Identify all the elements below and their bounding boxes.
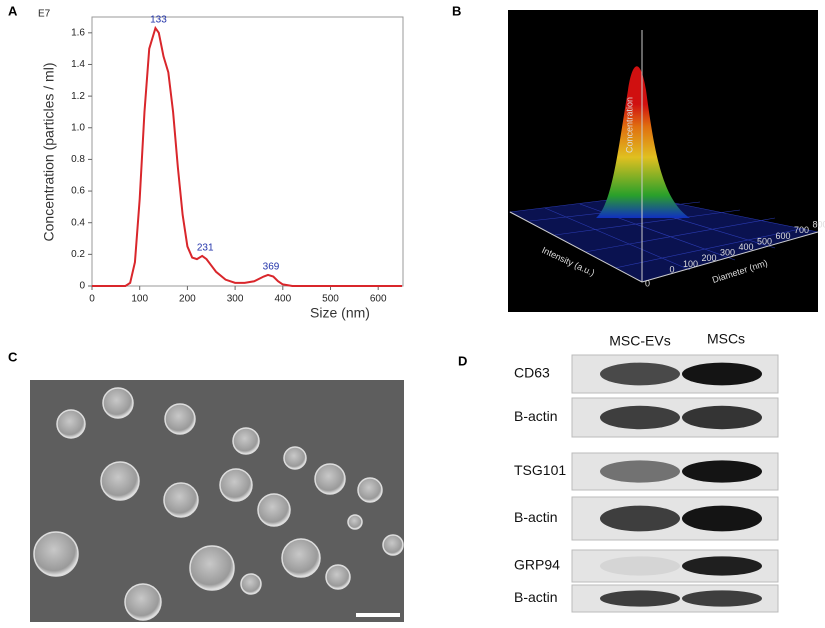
row-label: B-actin — [514, 408, 558, 424]
axis — [509, 211, 643, 283]
y-axis-title: Concentration (particles / ml) — [41, 63, 57, 242]
x-tick-label: 200 — [179, 294, 196, 305]
band — [682, 590, 762, 607]
peak — [596, 66, 690, 219]
panel-label: D — [458, 353, 467, 368]
tick-label: 0 — [669, 264, 674, 274]
peak-label: 369 — [263, 262, 280, 273]
band — [600, 556, 680, 576]
tick-label: 400 — [738, 242, 753, 252]
row-label: TSG101 — [514, 462, 566, 478]
tick-label: 200 — [701, 253, 716, 263]
y-tick-label: 0.8 — [71, 154, 85, 165]
x-tick-label: 0 — [89, 294, 95, 305]
row-label: GRP94 — [514, 557, 560, 573]
x-axis-title: Size (nm) — [310, 305, 370, 321]
band — [682, 556, 762, 576]
tick-label: 0 — [645, 278, 650, 288]
y-unit: E7 — [38, 9, 51, 20]
row-label: B-actin — [514, 509, 558, 525]
tick-label: 600 — [775, 231, 790, 241]
band — [682, 362, 762, 386]
panel-c — [30, 380, 404, 622]
y-tick-label: 1.2 — [71, 91, 85, 102]
panel-label: B — [452, 3, 461, 18]
panel-d: MSC-EVs MSCs CD63 B-actin TSG101 B-actin GRP… — [514, 331, 779, 613]
y-tick-label: 0.2 — [71, 249, 85, 260]
band — [600, 505, 680, 532]
y-tick-label: 0.6 — [71, 186, 85, 197]
x-tick-label: 100 — [131, 294, 148, 305]
panel-b: Concentration Intensity (a.u.) Diameter … — [508, 10, 825, 312]
panel-label: C — [8, 349, 18, 364]
plot-frame — [91, 16, 404, 287]
y-tick-label: 0 — [79, 281, 85, 292]
x-tick-label: 400 — [274, 294, 291, 305]
column-label: MSC-EVs — [609, 333, 670, 349]
tick-label: 500 — [757, 236, 772, 246]
x-tick-label: 500 — [322, 294, 339, 305]
tick-label: 300 — [720, 248, 735, 258]
panel-a: E7 Concentration (particles / ml) Size (… — [38, 9, 404, 321]
tick-label: 800 — [812, 220, 825, 230]
band — [682, 505, 762, 532]
peak-label: 133 — [150, 15, 167, 26]
row-label: B-actin — [514, 589, 558, 605]
band — [600, 405, 680, 430]
band — [682, 405, 762, 430]
band — [600, 590, 680, 607]
band — [682, 460, 762, 483]
axis-label: Concentration — [624, 97, 634, 153]
y-tick-label: 1.6 — [71, 27, 85, 38]
row-label: CD63 — [514, 365, 550, 381]
peak-label: 231 — [197, 243, 214, 254]
y-tick-label: 0.4 — [71, 217, 85, 228]
band — [600, 362, 680, 386]
column-label: MSCs — [707, 331, 745, 347]
y-tick-label: 1.0 — [71, 122, 85, 133]
y-tick-label: 1.4 — [71, 59, 85, 70]
panel-label: A — [8, 3, 18, 18]
band — [600, 460, 680, 483]
x-tick-label: 600 — [370, 294, 387, 305]
tick-label: 100 — [683, 259, 698, 269]
tick-label: 700 — [794, 225, 809, 235]
x-tick-label: 300 — [227, 294, 244, 305]
data-line — [92, 25, 403, 287]
scale-bar — [356, 613, 400, 617]
axis — [641, 231, 819, 283]
